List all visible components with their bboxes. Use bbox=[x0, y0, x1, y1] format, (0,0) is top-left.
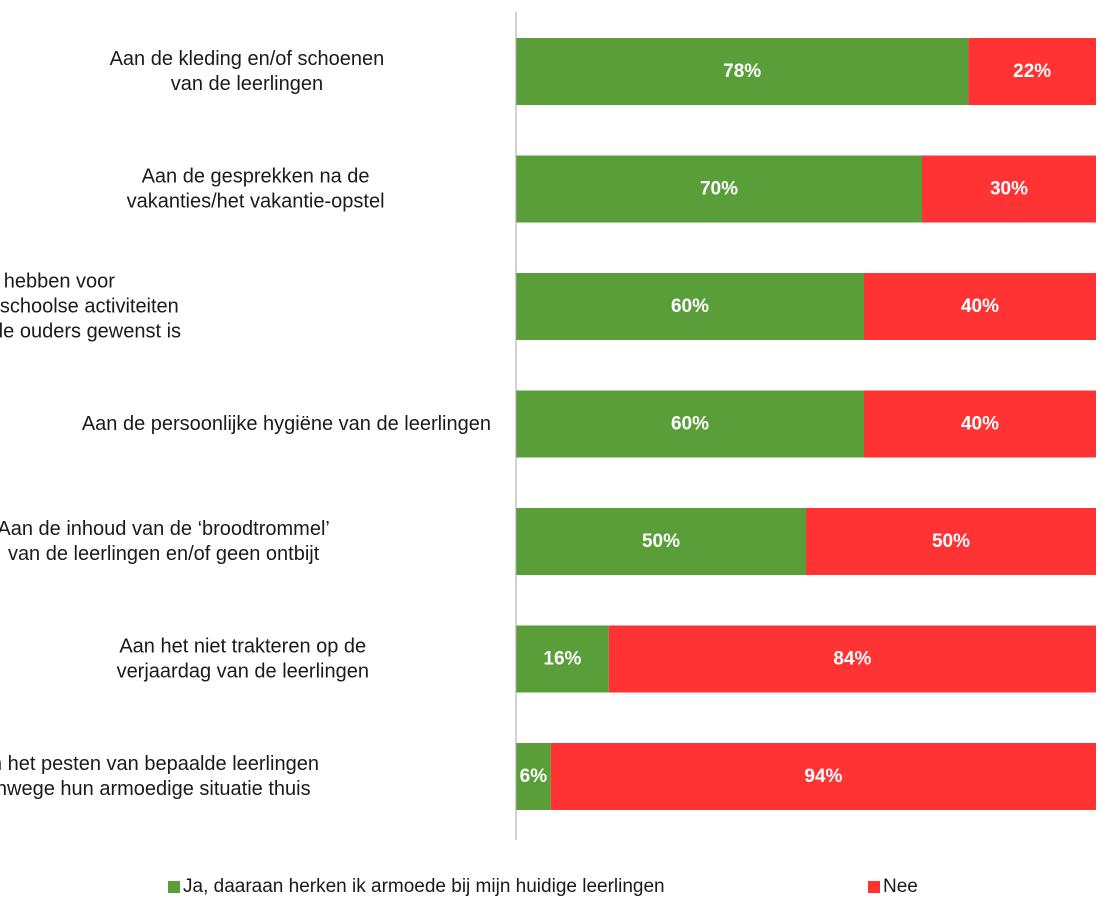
data-label-nee-0: 22% bbox=[1013, 61, 1051, 82]
category-label-0: Aan de kleding en/of schoenen van de leer… bbox=[110, 48, 385, 95]
category-label-line: Aan het niet trakteren op de bbox=[119, 636, 366, 658]
category-label-5: Aan het niet trakteren op de verjaardag v… bbox=[117, 636, 369, 683]
legend-label-nee: Nee bbox=[883, 876, 918, 897]
category-label-line: Aan de kleding en/of schoenen bbox=[110, 48, 385, 70]
bar-ja-6 bbox=[516, 743, 551, 810]
bar-ja-2 bbox=[516, 273, 864, 340]
data-label-nee-4: 50% bbox=[932, 531, 970, 552]
data-label-nee-3: 40% bbox=[961, 414, 999, 435]
category-label-line: van de leerlingen bbox=[171, 73, 323, 95]
category-label-line: Aan het pesten van bepaalde leerlingen bbox=[0, 753, 319, 775]
legend-label-ja: Ja, daaraan herken ik armoede bij mijn h… bbox=[183, 876, 665, 897]
bar-ja-5 bbox=[516, 625, 609, 693]
bar-nee-6 bbox=[550, 743, 1096, 810]
category-label-3: Aan de persoonlijke hygiëne van de leerl… bbox=[82, 413, 491, 435]
category-label-6: Aan het pesten van bepaalde leerlingen va… bbox=[0, 753, 319, 800]
bar-nee-4 bbox=[806, 508, 1096, 575]
category-label-line: van de leerlingen en/of geen ontbijt bbox=[8, 543, 320, 565]
data-labels-group: 78% 22% 70% 30% 60% 40% 60% 40% 50% 50% 16% 84% 6% 94… bbox=[520, 61, 1052, 787]
legend-swatch-nee bbox=[868, 881, 880, 893]
data-label-nee-2: 40% bbox=[961, 296, 999, 317]
category-label-line: vanwege hun armoedige situatie thuis bbox=[0, 778, 311, 800]
bar-nee-5 bbox=[608, 625, 1096, 693]
data-label-nee-5: 84% bbox=[833, 649, 871, 670]
bar-ja-1 bbox=[516, 155, 922, 223]
legend-item-ja: Ja, daaraan herken ik armoede bij mijn h… bbox=[168, 876, 665, 898]
bar-nee-0 bbox=[968, 38, 1096, 105]
data-label-ja-2: 60% bbox=[671, 296, 709, 317]
data-label-ja-1: 70% bbox=[700, 179, 738, 200]
bar-nee-1 bbox=[922, 155, 1096, 223]
category-label-line: verjaardag van de leerlingen bbox=[117, 661, 369, 683]
legend-swatch-ja bbox=[168, 881, 180, 893]
data-label-nee-6: 94% bbox=[804, 766, 842, 787]
bar-nee-3 bbox=[864, 390, 1096, 458]
data-label-nee-1: 30% bbox=[990, 179, 1028, 200]
category-label-line: Aan het geen geld hebben voor bbox=[0, 271, 115, 293]
bar-ja-0 bbox=[516, 38, 969, 105]
data-label-ja-3: 60% bbox=[671, 414, 709, 435]
category-label-line: Aan de gesprekken na de bbox=[142, 166, 370, 188]
category-label-2: Aan het geen geld hebben voor schoolreisj… bbox=[0, 271, 181, 343]
category-label-4: Aan de inhoud van de ‘broodtrommel’ van d… bbox=[0, 518, 330, 565]
category-label-line: vakanties/het vakantie-opstel bbox=[127, 191, 385, 213]
data-label-ja-0: 78% bbox=[723, 61, 761, 82]
data-label-ja-5: 16% bbox=[543, 649, 581, 670]
category-label-line: schoolreisjes/uitjes/buitenschoolse acti… bbox=[0, 296, 179, 318]
data-label-ja-4: 50% bbox=[642, 531, 680, 552]
bar-nee-2 bbox=[864, 273, 1096, 340]
legend: Ja, daaraan herken ik armoede bij mijn h… bbox=[0, 872, 1102, 899]
category-label-line: Aan de persoonlijke hygiëne van de leerl… bbox=[82, 413, 491, 435]
category-label-line: waarbij een bijdrage van de ouders gewen… bbox=[0, 321, 181, 343]
bar-ja-3 bbox=[516, 390, 864, 458]
category-label-1: Aan de gesprekken na de vakanties/het vak… bbox=[127, 166, 385, 213]
category-label-line: Aan de inhoud van de ‘broodtrommel’ bbox=[0, 518, 330, 540]
category-labels-group: Aan de kleding en/of schoenen van de leer… bbox=[0, 48, 491, 800]
bars-group bbox=[516, 38, 1096, 810]
legend-item-nee: Nee bbox=[868, 876, 918, 898]
bar-ja-4 bbox=[516, 508, 806, 575]
data-label-ja-6: 6% bbox=[520, 766, 548, 787]
